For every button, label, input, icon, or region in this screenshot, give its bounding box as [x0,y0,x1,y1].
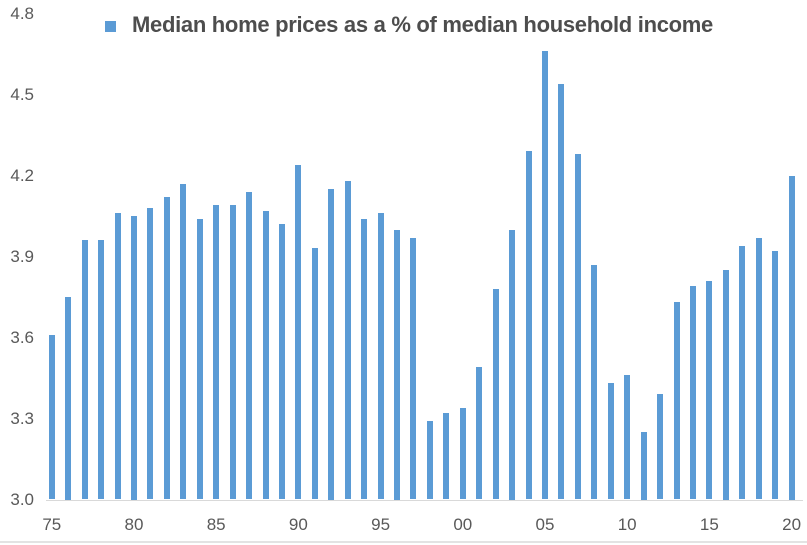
y-axis-tick-label: 4.5 [10,85,34,104]
bar-1990 [295,164,302,500]
x-axis-tick-label: 90 [288,515,308,534]
bottom-border [0,541,807,543]
bar-1984 [196,218,203,500]
x-axis-tick-label: 10 [617,515,637,534]
bar-1996 [394,229,401,500]
bar-2020 [788,175,795,500]
y-axis-tick-label: 4.2 [10,166,34,185]
bar-1999 [443,413,450,500]
x-axis-tick-label: 20 [782,515,802,534]
bar-2002 [492,288,499,500]
bar-2018 [755,237,762,500]
bar-2014 [689,286,696,500]
x-axis-tick-label: 05 [535,515,555,534]
legend-marker-icon [105,20,116,32]
bar-1976 [65,297,72,500]
x-axis-tick-label: 95 [371,515,391,534]
y-axis-tick-label: 3.0 [10,490,34,509]
bar-1991 [311,248,318,500]
bar-1978 [98,240,105,500]
bar-1975 [48,334,55,500]
bar-1980 [131,216,137,500]
bar-2007 [574,153,581,500]
bar-1986 [229,205,236,500]
bar-2006 [558,83,565,500]
bar-1998 [426,421,433,500]
bar-1992 [328,189,335,500]
bar-2012 [657,394,664,500]
bar-1997 [410,237,417,500]
bar-1995 [377,213,384,500]
bar-2000 [459,407,466,500]
bar-1993 [344,180,351,500]
y-axis-tick-label: 3.6 [10,328,34,347]
bar-2017 [739,245,746,500]
bar-1983 [180,183,187,500]
bar-1977 [81,240,88,500]
y-axis-tick-label: 3.3 [10,409,34,428]
legend-label: Median home prices as a % of median hous… [132,12,713,37]
bar-1979 [114,213,121,500]
x-axis-line [46,500,803,501]
x-axis-tick-label: 15 [699,515,719,534]
bar-2015 [706,280,713,500]
bar-2009 [607,383,614,500]
bar-1994 [361,218,368,500]
bar-2016 [722,270,729,500]
bar-1987 [246,191,253,500]
bar-2019 [772,251,779,500]
bar-2005 [542,51,548,500]
bar-1981 [147,207,154,500]
bar-2003 [509,229,516,500]
bar-1988 [262,210,269,500]
x-axis-tick-label: 75 [42,515,62,534]
x-axis-tick-label: 85 [206,515,226,534]
bar-2013 [673,302,680,500]
bar-2011 [640,432,647,500]
bar-2008 [591,264,598,500]
bar-1985 [213,205,220,500]
bar-2004 [525,151,532,500]
x-axis-tick-label: 00 [453,515,473,534]
bar-1989 [278,224,285,500]
y-axis-tick-label: 3.9 [10,247,34,266]
bar-2010 [624,375,631,500]
y-axis-tick-label: 4.8 [10,4,34,23]
bar-2001 [476,367,483,500]
bar-1982 [163,197,170,500]
legend: Median home prices as a % of median hous… [105,12,713,38]
x-axis-tick-label: 80 [124,515,144,534]
